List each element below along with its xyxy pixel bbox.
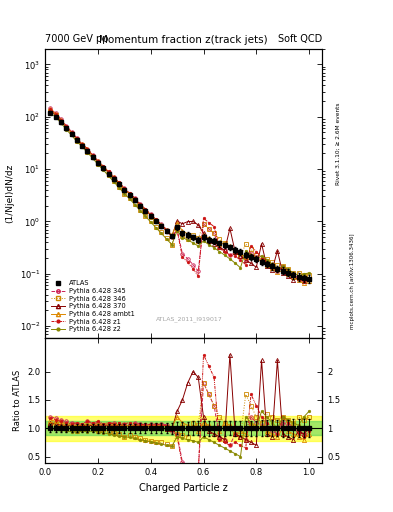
Text: ATLAS_2011_I919017: ATLAS_2011_I919017: [156, 316, 223, 322]
Bar: [45, 421, 322, 435]
Y-axis label: (1/Njel)dN/dz: (1/Njel)dN/dz: [5, 163, 14, 223]
Text: Soft QCD: Soft QCD: [278, 33, 322, 44]
X-axis label: Charged Particle z: Charged Particle z: [140, 483, 228, 493]
Title: Momentum fraction z(track jets): Momentum fraction z(track jets): [99, 35, 268, 45]
Text: 7000 GeV pp: 7000 GeV pp: [45, 33, 109, 44]
Bar: [45, 416, 322, 441]
Text: mcplots.cern.ch [arXiv:1306.3436]: mcplots.cern.ch [arXiv:1306.3436]: [350, 234, 355, 329]
Legend: ATLAS, Pythia 6.428 345, Pythia 6.428 346, Pythia 6.428 370, Pythia 6.428 ambt1,: ATLAS, Pythia 6.428 345, Pythia 6.428 34…: [48, 279, 136, 334]
Text: Rivet 3.1.10; ≥ 2.6M events: Rivet 3.1.10; ≥ 2.6M events: [336, 102, 341, 185]
Y-axis label: Ratio to ATLAS: Ratio to ATLAS: [13, 370, 22, 431]
